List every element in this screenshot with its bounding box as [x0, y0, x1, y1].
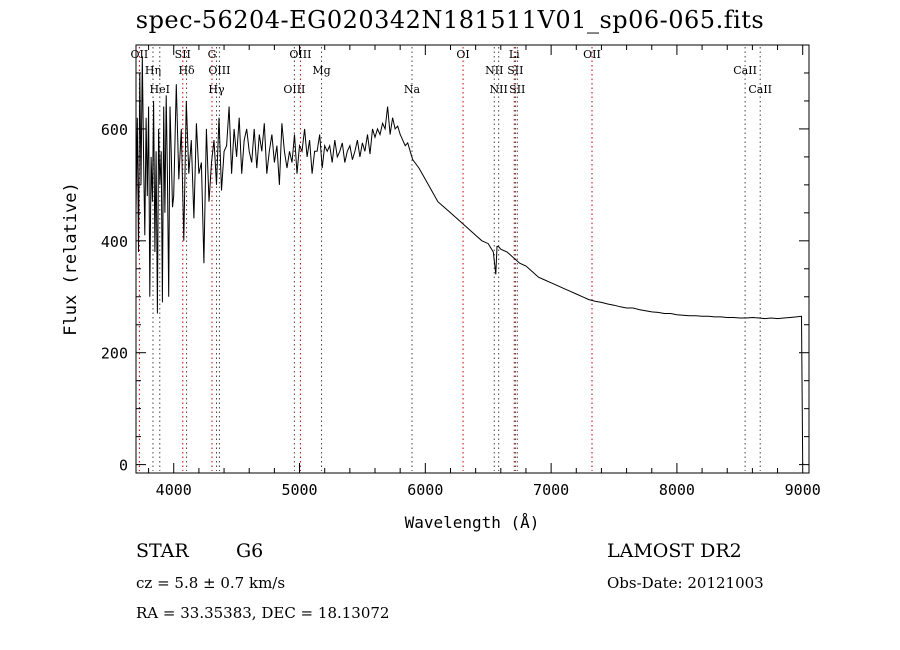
y-tick-label-1: 200: [101, 345, 128, 363]
spectral-line-label-3: SII: [175, 48, 191, 61]
spectral-line-labels: OIIHηHeISIIHδHγGOIIIOIIIOIIIMgNaOINIINII…: [131, 48, 772, 96]
redshift-cz: cz = 5.8 ± 0.7 km/s: [136, 574, 286, 592]
spectral-line-label-2: HeI: [150, 83, 170, 96]
spectrum-series: [135, 56, 804, 465]
spectral-line-label-13: NII: [485, 64, 503, 77]
spectral-line-label-12: OI: [456, 48, 469, 61]
x-tick-label-0: 4000: [156, 481, 192, 499]
spectral-line-label-6: G: [208, 48, 217, 61]
ra-dec-coordinates: RA = 33.35383, DEC = 18.13072: [136, 604, 390, 622]
observation-date: Obs-Date: 20121003: [607, 574, 764, 592]
object-class: STAR: [136, 540, 189, 562]
spectrum-line-0: [135, 56, 804, 465]
spectral-line-label-15: Li: [509, 48, 520, 61]
spectral-line-markers: [138, 47, 761, 471]
chart-title: spec-56204-EG020342N181511V01_sp06-065.f…: [135, 6, 765, 34]
y-axis-label: Flux (relative): [61, 182, 81, 336]
spectral-line-label-14: NII: [490, 83, 508, 96]
spectral-line-label-1: Hη: [145, 64, 161, 77]
spectral-line-label-9: OIII: [289, 48, 311, 61]
spectral-line-label-7: OIII: [208, 64, 230, 77]
axis-tick-labels: 4000 5000 6000 7000 8000 9000 0 200 400 600: [101, 121, 821, 499]
x-tick-label-4: 8000: [659, 481, 695, 499]
spectral-line-label-4: Hδ: [178, 64, 195, 77]
spectral-line-label-10: Mg: [312, 64, 330, 77]
spectral-line-label-17: SII: [509, 83, 525, 96]
x-tick-label-2: 6000: [407, 481, 443, 499]
y-tick-label-3: 600: [101, 121, 128, 139]
axis-ticks: [136, 45, 809, 473]
spectral-line-label-0: OII: [131, 48, 149, 61]
object-subclass: G6: [236, 540, 264, 562]
spectral-line-label-19: CaII: [733, 64, 757, 77]
x-tick-label-1: 5000: [281, 481, 317, 499]
spectral-line-label-11: Na: [404, 83, 421, 96]
spectral-line-label-16: SII: [507, 64, 523, 77]
spectral-line-label-8: OIII: [283, 83, 305, 96]
y-tick-label-0: 0: [119, 457, 128, 475]
spectral-line-label-5: Hγ: [208, 83, 225, 96]
spectral-line-label-20: CaII: [748, 83, 772, 96]
spectral-line-label-18: OII: [583, 48, 601, 61]
x-axis-label: Wavelength (Å): [405, 513, 540, 532]
survey-name: LAMOST DR2: [607, 540, 742, 562]
y-tick-label-2: 400: [101, 233, 128, 251]
x-tick-label-3: 7000: [533, 481, 569, 499]
plot-frame: [135, 44, 810, 474]
x-tick-label-5: 9000: [785, 481, 821, 499]
